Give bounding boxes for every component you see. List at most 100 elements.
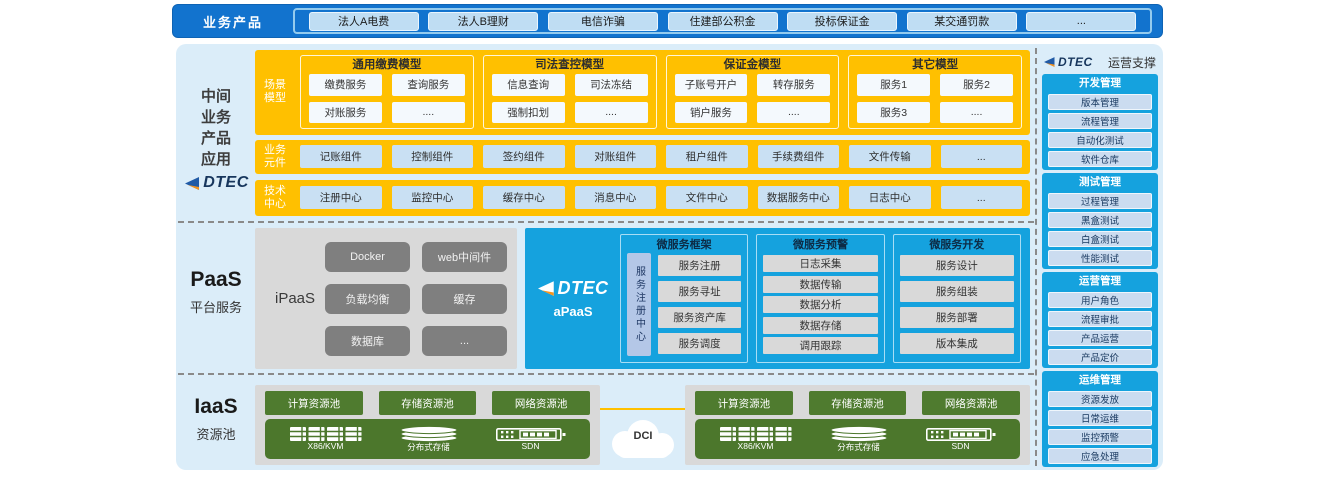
business-product-chip: 某交通罚款 xyxy=(906,11,1017,31)
tech-center-chip: ... xyxy=(940,186,1022,209)
ms-column-body: 服务注册中心 服务注册 服务寻址 服务资产库 服务调度 xyxy=(627,253,742,356)
business-product-chip: 法人A电费 xyxy=(308,11,419,31)
tech-centers-list: 注册中心 监控中心 缓存中心 消息中心 文件中心 数据服务中心 日志中心... xyxy=(300,186,1022,209)
microservice-framework-column: 微服务框架 服务注册中心 服务注册 服务寻址 服务资产库 服务调度 xyxy=(620,234,749,363)
model-service-chip: .... xyxy=(391,101,465,123)
component-chip: 文件传输 xyxy=(849,145,931,168)
ops-panel-title: 运维管理 xyxy=(1079,374,1121,386)
ops-panel-maintenance: 运维管理 资源发放 日常运维 监控预警 应急处理 xyxy=(1042,371,1158,467)
ops-panel-title: 开发管理 xyxy=(1079,77,1121,89)
tech-center-chip: 注册中心 xyxy=(300,186,382,209)
resource-pool-chip: 网络资源池 xyxy=(922,391,1021,415)
service-registry-center: 服务注册中心 xyxy=(627,253,651,356)
microservice-chip: 数据传输 xyxy=(763,275,878,293)
dci-label: DCI xyxy=(633,430,653,442)
dtec-arrow-icon xyxy=(537,281,554,296)
ops-panel-dev: 开发管理 版本管理 流程管理 自动化测试 软件仓库 xyxy=(1042,74,1158,170)
dtec-logo-text: DTEC xyxy=(1058,55,1093,69)
ops-panel-test: 测试管理 过程管理 黑盒测试 白盒测试 性能测试 xyxy=(1042,173,1158,269)
tech-centers-row: 技术 中心 注册中心 监控中心 缓存中心 消息中心 文件中心 数据服务中心 日志中心... xyxy=(255,180,1030,216)
label-line: 中间 xyxy=(200,88,231,105)
ops-item-chip: 黑盒测试 xyxy=(1048,212,1152,228)
business-products-list: 法人A电费 法人B理财 电信诈骗 住建部公积金 投标保证金 某交通罚款... xyxy=(293,8,1152,34)
ms-items: 服务注册 服务寻址 服务资产库 服务调度 xyxy=(658,253,742,356)
microservice-chip: 服务调度 xyxy=(658,333,742,354)
apaas-label: aPaaS xyxy=(553,304,593,319)
ms-column-title: 微服务框架 xyxy=(656,239,712,251)
ops-panel-items: 过程管理 黑盒测试 白盒测试 性能测试 xyxy=(1048,190,1152,266)
hardware-caption: X86/KVM xyxy=(737,441,774,451)
ms-items: 服务设计 服务组装 服务部署 版本集成 xyxy=(899,253,1014,356)
ops-item-chip: 流程管理 xyxy=(1048,113,1152,129)
component-chip: ... xyxy=(940,145,1022,168)
model-service-chip: .... xyxy=(940,101,1013,123)
tech-center-chip: 监控中心 xyxy=(391,186,473,209)
storage-disks-icon xyxy=(400,426,457,442)
tech-center-chip: 文件中心 xyxy=(666,186,748,209)
business-product-chip: 电信诈骗 xyxy=(547,11,658,31)
model-service-chip: 信息查询 xyxy=(491,74,565,96)
network-switch-icon xyxy=(925,427,995,441)
microservice-chip: 服务注册 xyxy=(658,255,742,276)
scene-model-row-label: 场景 模型 xyxy=(259,55,291,129)
tech-center-chip: 数据服务中心 xyxy=(757,186,839,209)
ipaas-service-chip: 数据库 xyxy=(325,325,410,356)
model-group-title: 通用缴费模型 xyxy=(352,59,422,71)
component-chip: 控制组件 xyxy=(391,145,473,168)
resource-pool-chip: 存储资源池 xyxy=(378,391,477,415)
ops-panel-title: 测试管理 xyxy=(1079,176,1121,188)
dtec-arrow-icon xyxy=(185,176,200,190)
model-service-chip: 服务1 xyxy=(857,74,931,96)
iaas-cluster-1: 计算资源池 存储资源池 网络资源池 X86/KVM 分布式存储 xyxy=(255,385,600,465)
ops-item-chip: 日常运维 xyxy=(1048,410,1152,426)
label-line: 模型 xyxy=(264,92,286,104)
ops-item-chip: 流程审批 xyxy=(1048,311,1152,327)
model-service-chip: .... xyxy=(574,101,648,123)
ops-panel-operation: 运营管理 用户角色 流程审批 产品运营 产品定价 xyxy=(1042,272,1158,368)
tech-center-chip: 日志中心 xyxy=(849,186,931,209)
business-products-label: 业务产品 xyxy=(202,14,263,30)
model-service-chip: 子账号开户 xyxy=(674,74,748,96)
storage-disks-icon xyxy=(830,426,887,442)
hardware-unit: X86/KVM xyxy=(719,427,792,451)
microservice-chip: 服务资产库 xyxy=(658,307,742,328)
ipaas-service-chip: 负载均衡 xyxy=(325,283,410,314)
label-line: 技术 xyxy=(264,184,286,197)
ops-panel-items: 资源发放 日常运维 监控预警 应急处理 xyxy=(1048,388,1152,464)
dtec-arrow-icon xyxy=(1044,57,1055,67)
model-group-items: 服务1 服务2 服务3.... xyxy=(857,74,1013,123)
ops-item-chip: 白盒测试 xyxy=(1048,231,1152,247)
model-group-title: 保证金模型 xyxy=(723,59,782,71)
label-line: 中心 xyxy=(264,197,286,210)
model-service-chip: 查询服务 xyxy=(391,74,465,96)
model-service-chip: 缴费服务 xyxy=(309,74,382,96)
dtec-logo-text: DTEC xyxy=(203,174,249,191)
hardware-unit: 分布式存储 xyxy=(829,426,889,452)
model-group-other: 其它模型 服务1 服务2 服务3.... xyxy=(848,55,1022,129)
model-service-chip: .... xyxy=(757,101,831,123)
paas-section-label: PaaS 平台服务 xyxy=(182,268,250,316)
apaas-brand: DTEC aPaaS xyxy=(530,234,616,363)
iaas-title: IaaS xyxy=(194,395,238,418)
dci-connector-line xyxy=(600,408,685,410)
hardware-bar: X86/KVM 分布式存储 xyxy=(695,419,1020,459)
microservice-chip: 服务部署 xyxy=(899,307,1014,328)
microservice-dev-column: 微服务开发 服务设计 服务组装 服务部署 版本集成 xyxy=(892,234,1021,363)
component-chip: 手续费组件 xyxy=(757,145,839,168)
ops-item-chip: 性能测试 xyxy=(1048,250,1152,266)
ipaas-service-chip: web中间件 xyxy=(422,241,507,272)
hardware-unit: X86/KVM xyxy=(289,427,362,451)
iaas-subtitle: 资源池 xyxy=(196,427,236,442)
business-products-bar: 业务产品 法人A电费 法人B理财 电信诈骗 住建部公积金 投标保证金 某交通罚款... xyxy=(172,4,1163,38)
model-group-title: 其它模型 xyxy=(912,59,959,71)
model-service-chip: 销户服务 xyxy=(674,101,748,123)
component-chip: 对账组件 xyxy=(574,145,656,168)
ipaas-service-chip: 缓存 xyxy=(422,283,507,314)
model-group-general-payment: 通用缴费模型 缴费服务 查询服务 对账服务.... xyxy=(300,55,474,129)
microservice-chip: 服务组装 xyxy=(899,281,1014,302)
ops-item-chip: 自动化测试 xyxy=(1048,132,1152,148)
microservice-alert-column: 微服务预警 日志采集 数据传输 数据分析 数据存储 调用跟踪 xyxy=(756,234,885,363)
label-line: 应用 xyxy=(200,151,231,168)
section-divider xyxy=(178,373,1034,375)
